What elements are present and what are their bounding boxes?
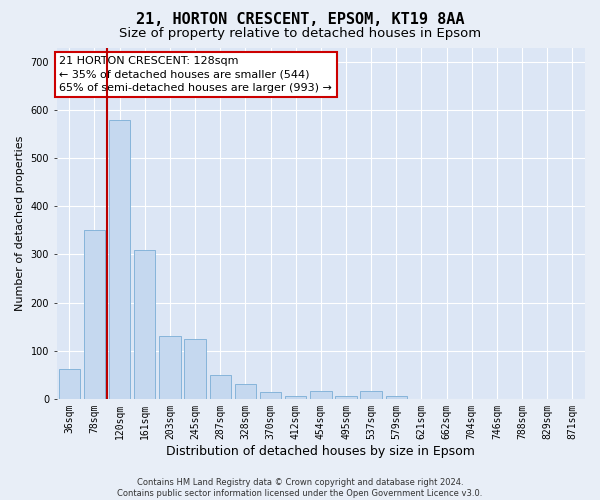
Text: 21 HORTON CRESCENT: 128sqm
← 35% of detached houses are smaller (544)
65% of sem: 21 HORTON CRESCENT: 128sqm ← 35% of deta…: [59, 56, 332, 92]
Bar: [159, 336, 181, 399]
Y-axis label: Number of detached properties: Number of detached properties: [15, 136, 25, 311]
Text: Contains HM Land Registry data © Crown copyright and database right 2024.
Contai: Contains HM Land Registry data © Crown c…: [118, 478, 482, 498]
Bar: [361, 390, 382, 399]
Bar: [84, 230, 105, 399]
Bar: [235, 384, 256, 399]
Bar: [386, 396, 407, 399]
Bar: [109, 120, 130, 399]
Bar: [310, 390, 332, 399]
Bar: [184, 338, 206, 399]
X-axis label: Distribution of detached houses by size in Epsom: Distribution of detached houses by size …: [166, 444, 475, 458]
Bar: [134, 250, 155, 399]
Text: Size of property relative to detached houses in Epsom: Size of property relative to detached ho…: [119, 28, 481, 40]
Bar: [335, 396, 356, 399]
Bar: [209, 375, 231, 399]
Bar: [285, 396, 307, 399]
Bar: [59, 369, 80, 399]
Bar: [260, 392, 281, 399]
Text: 21, HORTON CRESCENT, EPSOM, KT19 8AA: 21, HORTON CRESCENT, EPSOM, KT19 8AA: [136, 12, 464, 28]
